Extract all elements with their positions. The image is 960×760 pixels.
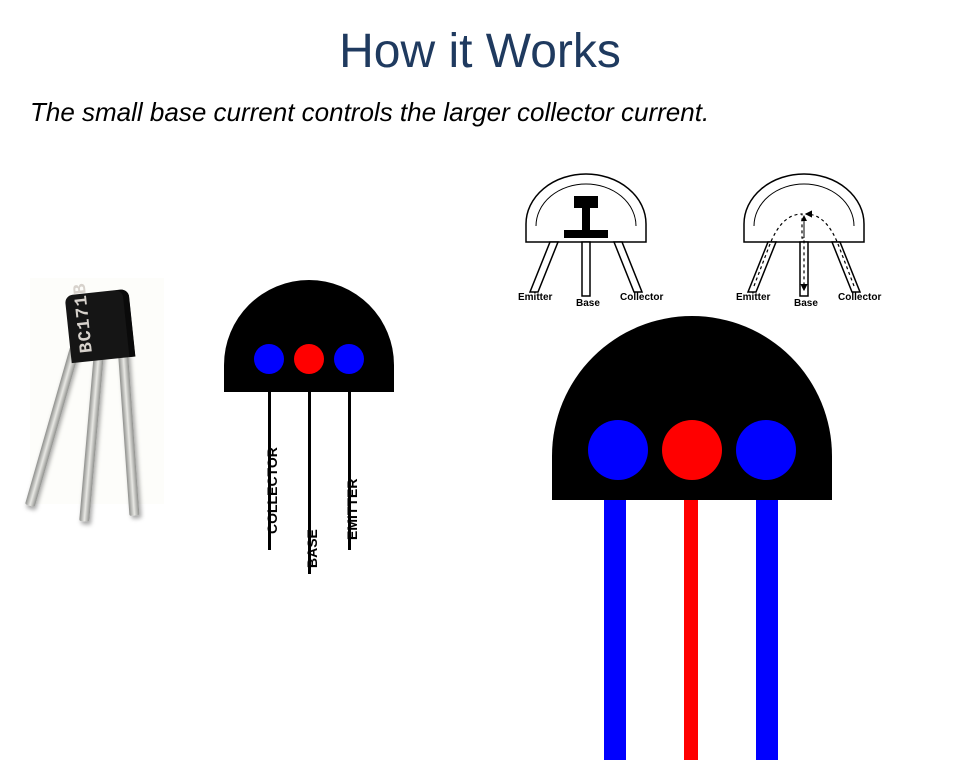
large-leg-2	[684, 500, 698, 760]
schem-b-label-collector: Collector	[838, 292, 881, 303]
schem-a-label-collector: Collector	[620, 292, 663, 303]
large-leg-3	[756, 500, 778, 760]
transistor-photo: BC​17​1B	[24, 278, 174, 508]
schem-b-label-emitter: Emitter	[736, 292, 770, 303]
small-dot-collector	[254, 344, 284, 374]
schem-b-label-base: Base	[794, 298, 818, 309]
schem-a-label-emitter: Emitter	[518, 292, 552, 303]
schematic-a: Emitter Base Collector	[506, 164, 666, 314]
large-leg-1	[604, 500, 626, 760]
diagram-stage: BC​17​1B COLLECTOR BASE EMITTER	[0, 0, 960, 720]
small-dot-base	[294, 344, 324, 374]
small-transistor-diagram: COLLECTOR BASE EMITTER	[224, 280, 394, 560]
large-dot-3	[736, 420, 796, 480]
large-transistor-diagram	[552, 316, 832, 720]
large-dot-2	[662, 420, 722, 480]
label-collector: COLLECTOR	[264, 447, 280, 534]
small-dot-emitter	[334, 344, 364, 374]
schematic-b: Emitter Base Collector	[724, 164, 884, 314]
small-body	[224, 280, 394, 392]
large-dot-1	[588, 420, 648, 480]
label-base: BASE	[304, 529, 320, 568]
schem-a-label-base: Base	[576, 298, 600, 309]
label-emitter: EMITTER	[344, 479, 360, 540]
